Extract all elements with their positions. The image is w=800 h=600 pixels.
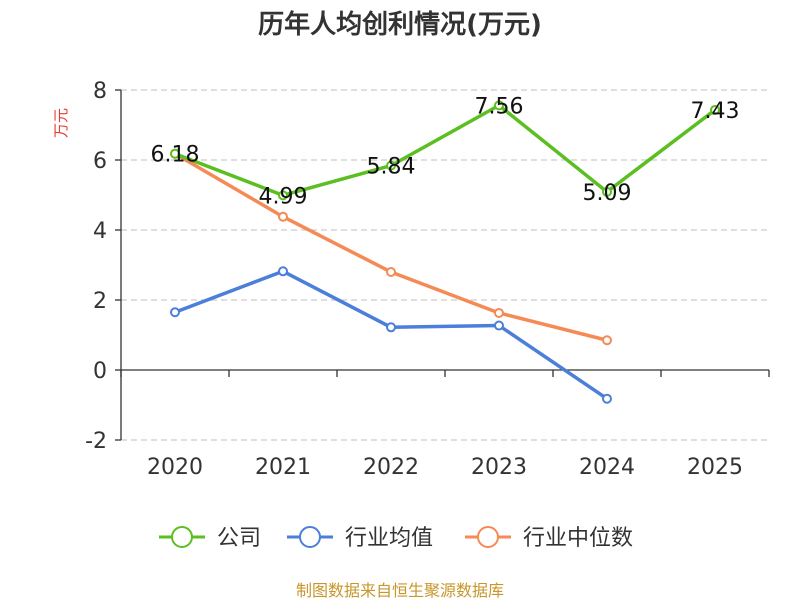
source-note: 制图数据来自恒生聚源数据库 xyxy=(296,581,504,600)
data-label: 4.99 xyxy=(259,184,308,209)
x-tick-label: 2022 xyxy=(363,455,419,480)
legend-marker xyxy=(477,526,499,548)
y-tick-label: 6 xyxy=(93,149,107,174)
data-point[interactable] xyxy=(494,307,504,318)
legend-label: 公司 xyxy=(217,526,261,551)
x-tick-label: 2021 xyxy=(255,455,311,480)
y-tick-label: 2 xyxy=(93,289,107,314)
x-tick-label: 2023 xyxy=(471,455,527,480)
data-point[interactable] xyxy=(386,160,396,171)
data-point[interactable] xyxy=(494,320,504,331)
grid xyxy=(121,89,769,441)
y-tick-label: -2 xyxy=(85,429,107,454)
y-tick-label: 0 xyxy=(93,359,107,384)
series-line-2 xyxy=(173,151,609,342)
y-tick-label: 8 xyxy=(93,79,107,104)
data-label: 6.18 xyxy=(151,143,200,168)
legend-item-0[interactable]: 公司 xyxy=(159,526,261,551)
y-axis-label: 万元 xyxy=(52,108,70,138)
data-point[interactable] xyxy=(386,322,396,333)
legend-marker xyxy=(171,526,193,548)
axes: -2 0 2 4 6 8 2020 2021 2022 2023 2024 2025 xyxy=(85,79,770,480)
series-layer xyxy=(170,100,720,404)
chart-title: 历年人均创利情况(万元) xyxy=(258,9,542,40)
x-tick-label: 2025 xyxy=(687,455,743,480)
x-tick-label: 2020 xyxy=(147,455,203,480)
data-label: 7.56 xyxy=(475,94,524,119)
y-tick-label: 4 xyxy=(93,219,107,244)
data-point[interactable] xyxy=(710,104,720,115)
data-point[interactable] xyxy=(602,335,612,346)
legend-item-1[interactable]: 行业均值 xyxy=(287,526,433,551)
data-point[interactable] xyxy=(278,211,288,222)
data-label: 5.84 xyxy=(367,155,416,180)
data-point[interactable] xyxy=(602,186,612,197)
legend-label: 行业均值 xyxy=(345,526,433,551)
series-line-1 xyxy=(173,269,609,401)
legend-marker xyxy=(299,526,321,548)
data-point[interactable] xyxy=(278,266,288,277)
legend[interactable]: 公司 行业均值 行业中位数 xyxy=(159,526,633,551)
x-tick-label: 2024 xyxy=(579,455,635,480)
data-point[interactable] xyxy=(278,190,288,201)
data-point[interactable] xyxy=(170,307,180,318)
legend-label: 行业中位数 xyxy=(523,526,633,551)
series-line-0 xyxy=(173,103,717,198)
data-point[interactable] xyxy=(494,100,504,111)
data-point[interactable] xyxy=(170,148,180,159)
data-label: 7.43 xyxy=(691,99,740,124)
data-point[interactable] xyxy=(386,267,396,277)
data-label: 5.09 xyxy=(583,181,632,206)
data-labels: 6.18 4.99 5.84 7.56 5.09 7.43 xyxy=(151,94,740,209)
data-point[interactable] xyxy=(602,393,612,404)
legend-item-2[interactable]: 行业中位数 xyxy=(465,526,633,551)
